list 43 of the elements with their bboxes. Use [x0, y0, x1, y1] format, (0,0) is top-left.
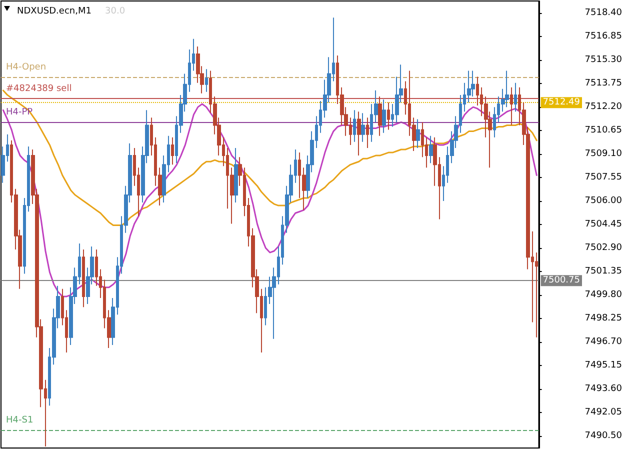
y-tick-label: 7492.05 — [584, 407, 622, 418]
candlestick — [82, 249, 85, 308]
candlestick — [361, 112, 365, 142]
candlestick — [382, 98, 386, 134]
candlestick — [510, 86, 513, 126]
candlestick — [378, 96, 382, 136]
y-tick-label: 7518.40 — [584, 8, 622, 18]
y-tick-label: 7493.60 — [584, 384, 622, 394]
ref-line-label: 7512.49 — [542, 98, 580, 108]
candlestick — [205, 68, 208, 92]
y-tick-label: 7498.25 — [584, 313, 622, 324]
candlestick — [357, 111, 361, 156]
ref-line-label: 7500.75 — [542, 276, 580, 286]
candlestick — [366, 117, 369, 148]
text: NDXUSD.ecn,M1 — [17, 6, 92, 16]
candlestick — [505, 70, 509, 108]
y-tick-label: 7496.70 — [584, 336, 622, 347]
candlestick — [429, 135, 433, 164]
y-tick-label: 7507.55 — [584, 172, 622, 183]
line-series — [2, 103, 538, 298]
y-tick-label: 7509.10 — [584, 149, 622, 160]
y-tick-label: 7499.80 — [584, 290, 622, 300]
y-tick-label: 7510.65 — [584, 126, 622, 136]
ref-line-label: H4-Open — [6, 62, 46, 72]
line-series — [2, 90, 538, 226]
candlestick — [234, 147, 238, 204]
ref-line-label: H4-S1 — [6, 415, 34, 426]
y-tick-label: 7502.90 — [584, 242, 622, 253]
ref-line-label: #4824389 sell — [6, 84, 72, 94]
y-tick-label: 7506.00 — [584, 196, 622, 206]
candlestick — [514, 82, 517, 112]
y-tick-label: 7513.75 — [584, 78, 622, 89]
y-tick-label: 7490.50 — [584, 430, 622, 441]
y-tick-label: 7515.30 — [584, 55, 622, 66]
candlestick — [387, 102, 390, 130]
candlestick — [416, 118, 420, 148]
y-tick-label: 7512.20 — [584, 102, 622, 112]
candlestick — [171, 136, 174, 166]
y-tick-label: 7504.45 — [584, 220, 622, 230]
candlestick — [353, 110, 356, 142]
y-tick-label: 7501.35 — [584, 266, 622, 276]
y-tick-label: 7516.85 — [584, 32, 622, 42]
y-tick-label: 7495.15 — [584, 360, 622, 370]
